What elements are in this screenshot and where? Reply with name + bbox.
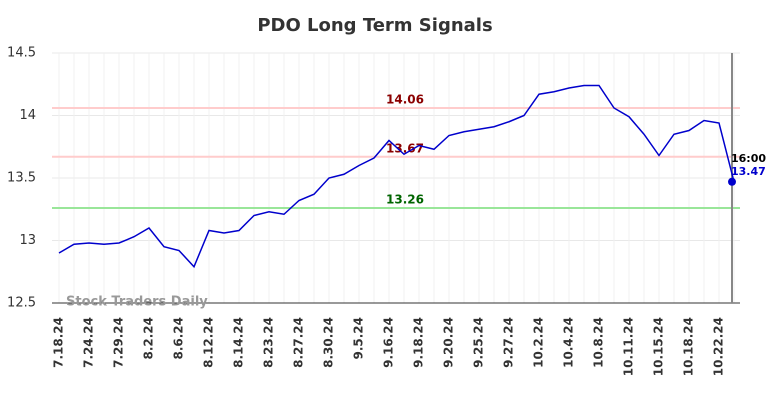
x-tick-label: 8.6.24 <box>172 317 186 360</box>
last-time: 16:00 <box>731 152 766 165</box>
x-tick-label: 9.20.24 <box>442 317 456 368</box>
y-tick-label: 13.5 <box>7 171 36 186</box>
x-tick-label: 9.18.24 <box>412 317 426 368</box>
signal-label: 13.67 <box>386 141 424 155</box>
x-tick-label: 10.22.24 <box>712 317 726 376</box>
y-tick-label: 14 <box>19 108 36 123</box>
y-tick-label: 13 <box>19 233 36 248</box>
last-point <box>728 177 736 186</box>
chart-title: PDO Long Term Signals <box>257 15 492 36</box>
signal-label: 13.26 <box>386 193 424 207</box>
x-tick-label: 10.15.24 <box>652 317 666 376</box>
signal-label: 14.06 <box>386 93 424 107</box>
x-tick-label: 7.29.24 <box>112 317 126 368</box>
x-tick-label: 8.23.24 <box>262 317 276 368</box>
x-tick-label: 9.16.24 <box>382 317 396 368</box>
x-tick-label: 8.27.24 <box>292 317 306 368</box>
last-value: 13.47 <box>731 165 766 178</box>
x-tick-label: 9.25.24 <box>472 317 486 368</box>
x-tick-label: 10.8.24 <box>592 317 606 368</box>
x-tick-label: 7.18.24 <box>52 317 66 368</box>
y-tick-label: 14.5 <box>7 46 36 61</box>
x-tick-label: 7.24.24 <box>82 317 96 368</box>
x-tick-label: 8.14.24 <box>232 317 246 368</box>
x-tick-label: 8.12.24 <box>202 317 216 368</box>
x-tick-label: 10.4.24 <box>562 317 576 368</box>
x-tick-label: 10.2.24 <box>532 317 546 368</box>
x-tick-label: 10.11.24 <box>622 317 636 376</box>
price-line <box>58 84 735 269</box>
x-tick-label: 9.5.24 <box>352 317 366 360</box>
x-tick-label: 10.18.24 <box>682 317 696 376</box>
y-tick-label: 12.5 <box>7 296 36 311</box>
x-tick-label: 8.2.24 <box>142 317 156 360</box>
x-tick-label: 9.27.24 <box>502 317 516 368</box>
watermark: Stock Traders Daily <box>66 295 208 310</box>
x-tick-label: 8.30.24 <box>322 317 336 368</box>
